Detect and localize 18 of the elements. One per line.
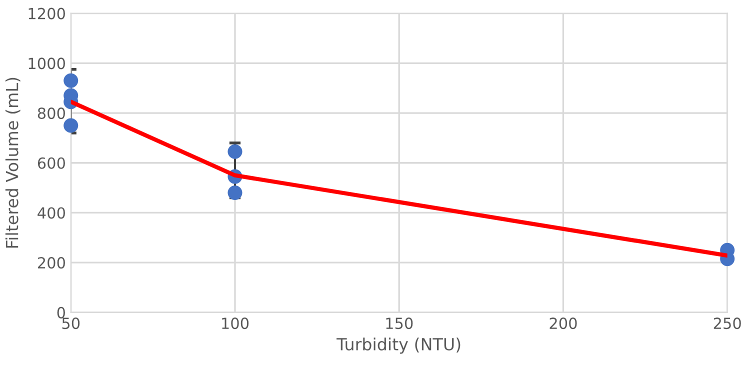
point: [64, 118, 78, 133]
x-tick-label: 150: [386, 318, 413, 330]
x-tick-label: 100: [222, 318, 249, 330]
y-tick-label: 800: [38, 107, 65, 120]
point: [64, 73, 78, 88]
point: [228, 144, 242, 159]
y-tick-label: 1200: [28, 8, 65, 20]
x-tick-label: 50: [62, 318, 80, 330]
y-tick-label: 1000: [28, 58, 65, 70]
y-axis-title: Filtered Volume (mL): [5, 78, 20, 248]
x-axis-title: Turbidity (NTU): [336, 338, 460, 354]
x-tick-label: 250: [714, 318, 741, 330]
y-tick-label: 0: [57, 306, 65, 318]
y-tick-label: 200: [38, 257, 65, 269]
y-tick-label: 600: [38, 157, 65, 169]
x-tick-label: 200: [550, 318, 577, 330]
point: [228, 186, 242, 200]
y-tick-label: 400: [38, 207, 65, 219]
